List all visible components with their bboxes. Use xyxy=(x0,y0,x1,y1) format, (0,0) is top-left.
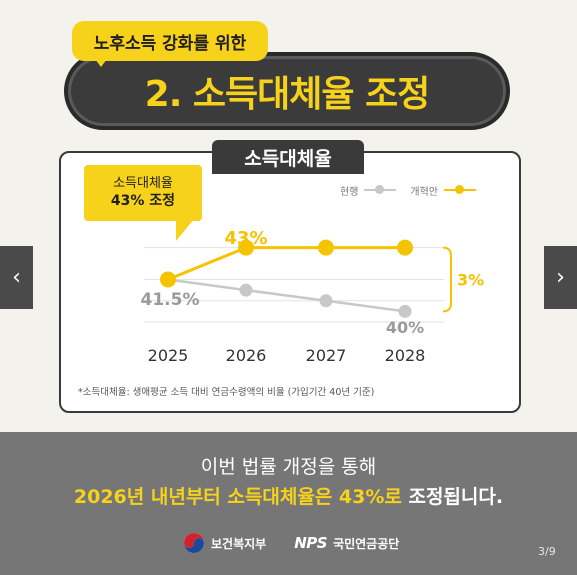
data-label-start: 41.5% xyxy=(141,290,200,310)
data-label-current-end: 40% xyxy=(386,318,424,337)
chart-labels: 2025 2026 2027 2028 41.5% 43% 40% 3% xyxy=(141,228,485,365)
subtitle-bubble: 노후소득 강화를 위한 xyxy=(72,21,268,61)
series-line-1 xyxy=(167,246,405,281)
prev-slide-button[interactable]: ‹ xyxy=(0,246,33,309)
chart-panel-tab-label: 소득대체율 xyxy=(244,147,332,170)
series-line-0 xyxy=(167,278,406,313)
chart-footnote: *소득대체율: 생애평균 소득 대비 연금수령액의 비율 (가입기간 40년 기… xyxy=(78,387,375,398)
series-1-point-2 xyxy=(318,239,334,256)
next-slide-button[interactable]: › xyxy=(544,246,577,309)
subtitle-text: 노후소득 강화를 위한 xyxy=(93,33,247,54)
legend-label-reform: 개혁안 xyxy=(410,186,439,198)
bottom-caption-line2: 2026년 내년부터 소득대체율은 43%로 조정됩니다. xyxy=(0,482,577,509)
bottom-caption-rest: 조정됩니다. xyxy=(401,486,504,508)
series-0-point-1 xyxy=(239,283,253,297)
bottom-band xyxy=(0,432,577,575)
callout-line2: 43% 조정 xyxy=(110,193,176,210)
chart-legend: 현행 개혁안 xyxy=(340,183,477,198)
legend-swatch-current xyxy=(364,185,397,194)
series-1-point-0 xyxy=(160,271,176,288)
legend-label-current: 현행 xyxy=(340,186,359,198)
chevron-left-icon: ‹ xyxy=(12,265,21,290)
series-1-point-3 xyxy=(397,239,413,256)
nps-logo: NPS 국민연금공단 xyxy=(294,534,399,552)
series-0-point-3 xyxy=(398,304,412,318)
page-indicator: 3/9 xyxy=(538,545,556,558)
page-title-text: 2. 소득대체율 조정 xyxy=(144,74,431,115)
callout-box: 소득대체율 43% 조정 xyxy=(84,165,202,221)
page-title: 2. 소득대체율 조정 xyxy=(64,52,510,130)
taegeuk-icon xyxy=(184,533,204,553)
x-tick-2026: 2026 xyxy=(226,346,267,365)
x-tick-2028: 2028 xyxy=(385,346,426,365)
legend-swatch-reform xyxy=(444,185,477,194)
callout-line1: 소득대체율 xyxy=(113,175,173,191)
difference-bracket xyxy=(442,246,452,313)
data-label-reform: 43% xyxy=(224,228,267,249)
chart-panel-tab: 소득대체율 xyxy=(212,140,364,174)
bottom-caption-line1: 이번 법률 개정을 통해 xyxy=(200,456,377,478)
subtitle-bubble-tail xyxy=(92,55,110,67)
series-1-point-1 xyxy=(238,239,254,256)
bottom-caption-highlight: 2026년 내년부터 소득대체율은 43%로 xyxy=(73,486,402,508)
series-0-point-2 xyxy=(319,294,333,308)
ministry-logo-text: 보건복지부 xyxy=(211,536,267,551)
ministry-logo: 보건복지부 xyxy=(183,532,266,554)
callout-tail xyxy=(176,219,194,241)
difference-label: 3% xyxy=(457,271,484,290)
line-chart: 2025 2026 2027 2028 41.5% 43% 40% 3% xyxy=(141,228,485,365)
nps-logo-text: 국민연금공단 xyxy=(333,536,400,551)
x-tick-2027: 2027 xyxy=(306,346,347,365)
chevron-right-icon: › xyxy=(556,265,565,290)
x-tick-2025: 2025 xyxy=(148,346,189,365)
chart-series xyxy=(160,239,413,318)
nps-logo-brand: NPS xyxy=(294,534,328,552)
logo-row: 보건복지부 NPS 국민연금공단 xyxy=(183,528,399,558)
